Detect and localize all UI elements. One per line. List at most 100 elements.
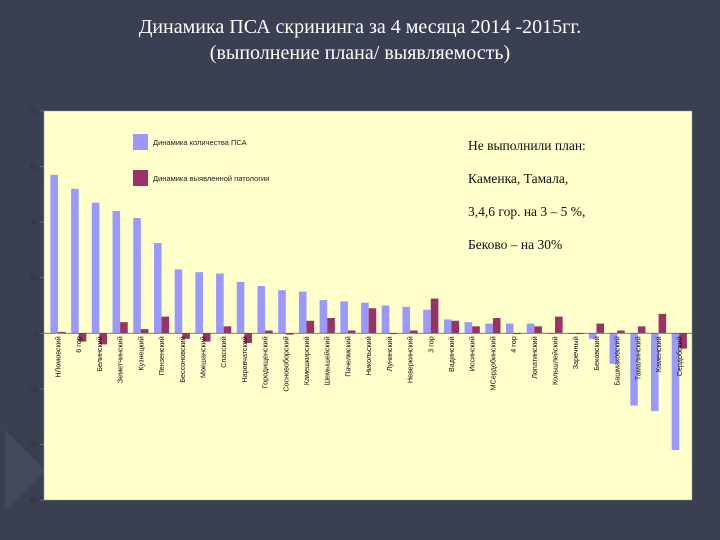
annotation-line-3: 3,4,6 гор. на 3 – 5 %, bbox=[468, 204, 585, 219]
bar-psa-count bbox=[381, 305, 390, 334]
bar-psa-count bbox=[278, 290, 286, 334]
category-label: 4 гор bbox=[509, 336, 518, 352]
category-label: Пензенский bbox=[157, 336, 166, 375]
bar-pathology bbox=[451, 320, 460, 334]
bar-psa-count bbox=[650, 333, 659, 412]
y-axis: 80 60 40 20 0 -20 -40 -60 bbox=[28, 109, 44, 505]
annotation-line-2: Каменка, Тамала, bbox=[468, 171, 568, 186]
bar-pathology bbox=[223, 326, 232, 334]
legend-label-pathology: Динамика выявленной патологии bbox=[153, 174, 269, 183]
bar-psa-count bbox=[216, 273, 224, 334]
bar-pathology bbox=[161, 316, 170, 334]
category-label: Заречный bbox=[571, 336, 580, 369]
category-label: Тамалинский bbox=[633, 336, 642, 380]
category-label: Наровчатский bbox=[240, 336, 249, 382]
category-label: Спасский bbox=[219, 336, 228, 367]
bar-psa-count bbox=[443, 319, 452, 334]
bar-psa-count bbox=[174, 269, 183, 334]
bar-psa-count bbox=[50, 174, 58, 334]
bar-psa-count bbox=[402, 306, 411, 334]
category-label: Сосновоборский bbox=[281, 336, 290, 391]
bars bbox=[50, 174, 687, 450]
category-label: Земетчинский bbox=[116, 336, 125, 383]
bar-psa-count bbox=[236, 281, 245, 334]
bar-pathology bbox=[265, 330, 273, 334]
bar-pathology bbox=[555, 316, 563, 334]
category-label: Башмаковский bbox=[613, 336, 622, 385]
bar-psa-count bbox=[319, 299, 328, 334]
category-label: Бековский bbox=[592, 336, 601, 370]
bar-pathology bbox=[58, 331, 66, 334]
category-labels: НЛомовский 6 гор Белинский Земетчинский Кузн… bbox=[54, 336, 684, 391]
category-label: Лопатинский bbox=[530, 336, 539, 379]
y-tick-label: -40 bbox=[28, 442, 38, 449]
y-tick-label: 20 bbox=[30, 275, 38, 282]
annotation-line-1: Не выполнили план: bbox=[468, 138, 586, 153]
bar-pathology bbox=[120, 322, 128, 334]
category-label: Лунинский bbox=[385, 336, 394, 371]
y-tick-label: 40 bbox=[30, 220, 38, 227]
category-label: Сердобский bbox=[675, 336, 684, 376]
category-label: Иссинский bbox=[468, 336, 477, 371]
bar-pathology bbox=[99, 333, 108, 345]
category-label: Городищенский bbox=[261, 336, 270, 388]
bar-pathology bbox=[472, 326, 480, 334]
bar-psa-count bbox=[71, 188, 79, 334]
category-label: Пачелмский bbox=[343, 336, 352, 376]
bar-psa-count bbox=[112, 211, 121, 334]
y-tick-label: -60 bbox=[28, 498, 38, 505]
bar-pathology bbox=[244, 333, 252, 344]
category-label: Мокшанский bbox=[198, 336, 207, 378]
category-label: Камешкирский bbox=[302, 336, 311, 385]
bar-pathology bbox=[78, 333, 87, 342]
legend-swatch-psa bbox=[133, 134, 148, 150]
slide-title: Динамика ПСА скрининга за 4 месяца 2014 … bbox=[0, 14, 720, 66]
decorative-arrow-icon bbox=[5, 430, 45, 510]
y-tick-label: -20 bbox=[28, 386, 38, 393]
bar-pathology bbox=[637, 326, 646, 334]
title-line-1: Динамика ПСА скрининга за 4 месяца 2014 … bbox=[138, 16, 582, 38]
bar-pathology bbox=[182, 333, 190, 339]
category-label: Белинский bbox=[95, 336, 104, 371]
y-tick-label: 60 bbox=[30, 164, 38, 171]
bar-pathology bbox=[410, 330, 418, 334]
bar-psa-count bbox=[91, 202, 100, 334]
bar-psa-count bbox=[195, 272, 203, 334]
bar-psa-count bbox=[609, 333, 618, 364]
y-tick-label: 0 bbox=[34, 331, 38, 338]
category-label: Бессоновский bbox=[178, 336, 187, 382]
bar-psa-count bbox=[630, 333, 638, 406]
bar-psa-count bbox=[340, 301, 348, 334]
legend-swatch-pathology bbox=[133, 170, 148, 186]
bar-pathology bbox=[306, 320, 315, 334]
bar-psa-count bbox=[506, 323, 514, 334]
bar-pathology bbox=[430, 298, 439, 334]
category-label: Кузнецкий bbox=[136, 336, 145, 370]
y-tick-label: 80 bbox=[30, 109, 38, 116]
bar-pathology bbox=[327, 318, 335, 334]
bar-pathology bbox=[534, 326, 542, 334]
bar-pathology bbox=[492, 318, 501, 334]
bar-pathology bbox=[658, 313, 667, 334]
category-label: Шемышейский bbox=[323, 336, 332, 385]
bar-pathology bbox=[285, 333, 294, 335]
bar-psa-count bbox=[464, 322, 473, 334]
bar-pathology bbox=[347, 330, 356, 334]
bar-psa-count bbox=[671, 333, 680, 450]
category-label: Вадинский bbox=[447, 336, 456, 372]
bar-psa-count bbox=[361, 302, 369, 334]
legend-label-psa: Динамика количества ПСА bbox=[153, 138, 247, 147]
bar-pathology bbox=[617, 330, 625, 334]
category-label: 6 гор bbox=[74, 336, 83, 352]
bar-pathology bbox=[202, 333, 211, 342]
category-label: НЛомовский bbox=[54, 336, 63, 377]
bar-pathology bbox=[679, 333, 687, 349]
bar-psa-count bbox=[153, 242, 162, 334]
category-label: 3 гор bbox=[426, 336, 435, 352]
category-label: Неверкинский bbox=[406, 336, 415, 383]
category-label: Никольский bbox=[364, 336, 373, 375]
bar-psa-count bbox=[423, 309, 431, 334]
annotation-background bbox=[460, 130, 660, 255]
bar-psa-count bbox=[588, 333, 597, 339]
